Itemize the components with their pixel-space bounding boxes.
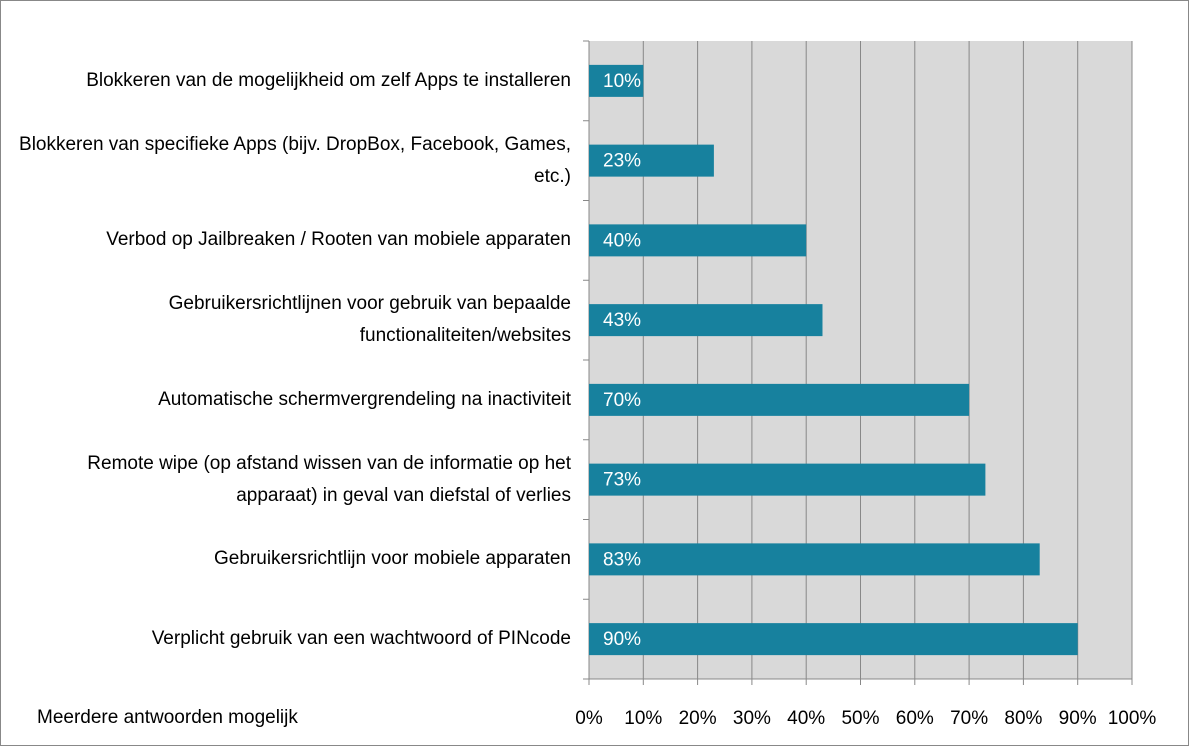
bar: [589, 304, 823, 337]
x-tick-label: 0%: [575, 708, 603, 729]
bar: [589, 144, 714, 177]
y-tick-label: Gebruikersrichtlijnen voor gebruik van b…: [168, 293, 571, 347]
x-tick-label: 30%: [733, 708, 771, 729]
value-label: 23%: [603, 151, 641, 172]
x-tick-label: 50%: [841, 708, 879, 729]
x-tick-label: 100%: [1108, 708, 1157, 729]
x-tick-label: 70%: [950, 708, 988, 729]
bar: [589, 383, 970, 416]
value-label: 10%: [603, 71, 641, 92]
bar: [589, 623, 1078, 656]
y-tick-label: Remote wipe (op afstand wissen van de in…: [87, 452, 571, 506]
bar: [589, 224, 807, 257]
value-label: 43%: [603, 310, 641, 331]
value-label: 70%: [603, 390, 641, 411]
x-tick-label: 10%: [624, 708, 662, 729]
y-tick-label: Blokkeren van specifieke Apps (bijv. Dro…: [19, 133, 571, 187]
bar: [589, 463, 986, 496]
y-tick-label: Gebruikersrichtlijn voor mobiele apparat…: [214, 548, 571, 570]
bar: [589, 543, 1040, 576]
value-label: 90%: [603, 629, 641, 650]
x-tick-label: 40%: [787, 708, 825, 729]
y-tick-label: Verplicht gebruik van een wachtwoord of …: [151, 628, 571, 650]
bar: [589, 64, 644, 97]
x-tick-label: 20%: [679, 708, 717, 729]
annotation: Meerdere antwoorden mogelijk: [37, 707, 298, 728]
x-tick-label: 90%: [1059, 708, 1097, 729]
y-tick-label: Verbod op Jailbreaken / Rooten van mobie…: [106, 229, 571, 251]
value-label: 83%: [603, 549, 641, 570]
x-tick-label: 80%: [1004, 708, 1042, 729]
y-tick-label: Blokkeren van de mogelijkheid om zelf Ap…: [86, 69, 571, 91]
value-label: 40%: [603, 230, 641, 251]
x-tick-label: 60%: [896, 708, 934, 729]
value-label: 73%: [603, 470, 641, 491]
y-tick-label: Automatische schermvergrendeling na inac…: [158, 388, 571, 410]
